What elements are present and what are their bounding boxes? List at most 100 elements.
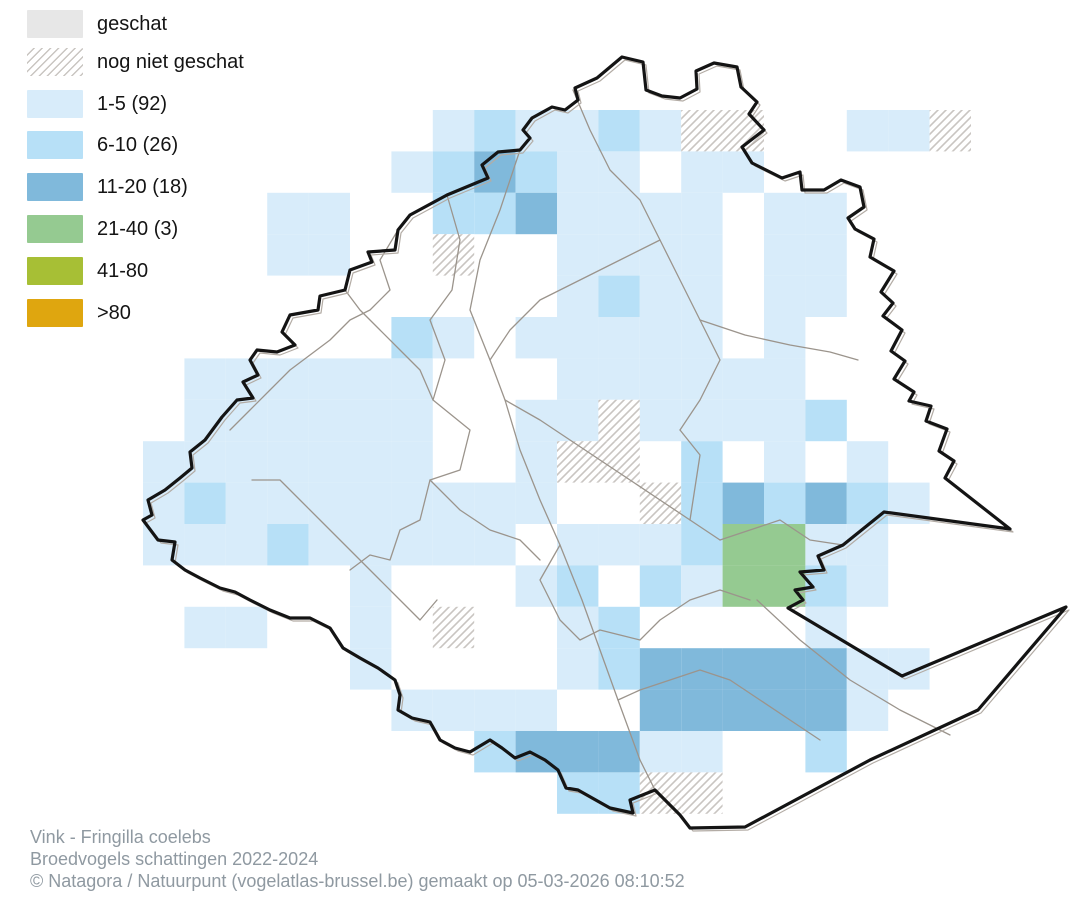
map-cell-1-5 (846, 441, 889, 483)
map-cell-1-5 (350, 565, 392, 607)
map-cell-1-5 (681, 192, 723, 235)
region-boundary-layer (141, 55, 1070, 832)
map-cell-1-5 (391, 399, 433, 442)
map-cell-1-5 (308, 358, 350, 400)
map-cell-1-5 (681, 151, 723, 193)
map-cell-6-10 (267, 524, 309, 566)
map-cell-1-5 (391, 524, 433, 566)
map-cell-1-5 (681, 275, 723, 317)
map-cell-1-5 (888, 648, 930, 690)
legend-swatch-6-10 (27, 131, 83, 159)
municipal-border (504, 399, 721, 541)
legend-label: 1-5 (92) (97, 92, 168, 115)
map-cell-1-5 (598, 317, 640, 359)
map-cell-1-5 (432, 110, 475, 152)
map-cell-1-5 (267, 482, 309, 524)
map-cell-1-5 (184, 358, 226, 400)
map-cell-1-5 (639, 192, 682, 235)
legend-swatch-gt80 (27, 299, 83, 327)
map-cell-1-5 (846, 565, 889, 607)
map-cell-1-5 (267, 441, 309, 483)
map-cell-6-10 (474, 110, 516, 152)
map-cell-1-5 (350, 482, 392, 524)
legend-label: nog niet geschat (97, 50, 244, 73)
map-cell-nog niet geschat (432, 234, 475, 276)
map-cell-1-5 (432, 524, 475, 566)
map-cell-1-5 (184, 524, 226, 566)
map-cell-1-5 (639, 110, 682, 152)
municipal-border (349, 194, 471, 571)
legend-swatch-geschat (27, 10, 83, 38)
map-cell-1-5 (764, 234, 806, 276)
municipal-border (489, 239, 661, 361)
map-cell-1-5 (515, 689, 557, 731)
map-cell-1-5 (391, 151, 433, 193)
map-cell-6-10 (805, 399, 847, 442)
map-cell-1-5 (639, 731, 682, 773)
map-cell-6-10 (598, 606, 640, 649)
map-cell-1-5 (639, 358, 682, 400)
map-cell-11-20 (557, 731, 599, 773)
map-cell-11-20 (722, 648, 764, 690)
map-cell-1-5 (515, 441, 557, 483)
map-cell-1-5 (557, 110, 599, 152)
map-cell-11-20 (639, 689, 682, 731)
map-cell-1-5 (805, 192, 847, 235)
map-cell-6-10 (391, 317, 433, 359)
map-cell-nog niet geschat (598, 441, 640, 483)
map-cell-6-10 (681, 482, 723, 524)
map-cell-nog niet geschat (681, 110, 723, 152)
caption-survey: Broedvogels schattingen 2022-2024 (30, 849, 319, 869)
caption-species: Vink - Fringilla coelebs (30, 827, 211, 847)
map-cell-11-20 (722, 482, 764, 524)
legend-label: 11-20 (18) (97, 175, 188, 198)
map-cell-1-5 (474, 482, 516, 524)
map-cell-11-20 (805, 648, 847, 690)
map-cell-1-5 (888, 110, 930, 152)
map-cell-1-5 (432, 317, 475, 359)
map-cell-1-5 (391, 441, 433, 483)
legend-item-nog-niet-geschat: nog niet geschat (27, 48, 244, 76)
municipal-border (469, 149, 656, 791)
map-cell-6-10 (474, 192, 516, 235)
map-cell-nog niet geschat (557, 441, 599, 483)
map-cell-6-10 (805, 731, 847, 773)
map-cell-1-5 (184, 606, 226, 649)
map-cell-1-5 (515, 482, 557, 524)
map-cell-6-10 (681, 524, 723, 566)
legend-swatch-21-40 (27, 215, 83, 243)
map-cell-1-5 (308, 524, 350, 566)
map-cell-1-5 (557, 192, 599, 235)
map-cell-6-10 (846, 482, 889, 524)
legend-item-21-40: 21-40 (3) (27, 215, 178, 243)
map-cell-1-5 (225, 524, 268, 566)
municipal-border (699, 319, 859, 361)
map-cell-1-5 (681, 358, 723, 400)
map-cell-1-5 (598, 151, 640, 193)
map-cell-nog niet geschat (598, 399, 640, 442)
map-cell-1-5 (722, 358, 764, 400)
map-cell-1-5 (267, 399, 309, 442)
map-cell-6-10 (639, 565, 682, 607)
map-cell-1-5 (308, 192, 350, 235)
map-cell-11-20 (515, 192, 557, 235)
map-cell-nog niet geschat (681, 772, 723, 814)
map-cell-1-5 (681, 399, 723, 442)
caption-credit: © Natagora / Natuurpunt (vogelatlas-brus… (30, 871, 685, 891)
map-cell-1-5 (764, 275, 806, 317)
map-cell-1-5 (764, 317, 806, 359)
map-cell-1-5 (225, 606, 268, 649)
map-cell-1-5 (805, 234, 847, 276)
map-cell-1-5 (598, 524, 640, 566)
map-cell-6-10 (681, 441, 723, 483)
map-cell-1-5 (598, 234, 640, 276)
municipal-border (539, 544, 751, 641)
map-cell-1-5 (474, 524, 516, 566)
map-cell-1-5 (391, 358, 433, 400)
map-cell-1-5 (598, 192, 640, 235)
legend-label: 41-80 (97, 259, 149, 282)
map-cell-6-10 (598, 110, 640, 152)
map-cell-nog niet geschat (929, 110, 971, 152)
municipal-borders-layer (229, 89, 951, 791)
